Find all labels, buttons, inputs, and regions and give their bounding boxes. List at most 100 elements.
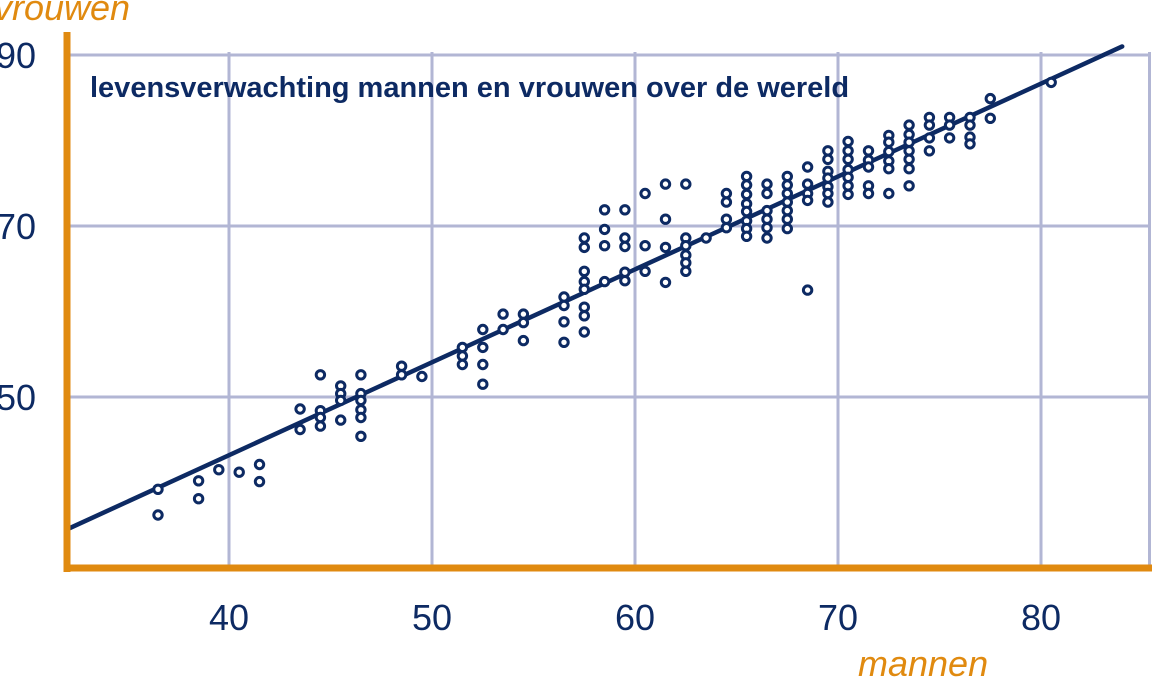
data-point-139	[923, 145, 936, 157]
data-point-45	[578, 265, 590, 277]
data-point-138	[923, 132, 936, 144]
data-point-9	[294, 423, 306, 436]
data-point-16	[335, 394, 347, 407]
data-point-59	[619, 275, 631, 287]
x-tick-label-70: 70	[818, 597, 858, 638]
data-point-97	[781, 213, 793, 225]
data-point-52	[598, 223, 611, 236]
data-point-82	[740, 205, 753, 218]
y-tick-label-90: 90	[0, 35, 36, 76]
data-point-67	[680, 178, 692, 190]
x-tick-labels: 40 50 60 70 80	[209, 597, 1061, 638]
data-point-43	[578, 232, 590, 244]
x-tick-label-60: 60	[615, 597, 655, 638]
data-point-128	[883, 187, 895, 200]
data-point-1	[152, 509, 164, 521]
data-point-10	[314, 369, 327, 381]
data-point-137	[923, 119, 936, 131]
data-point-135	[903, 180, 915, 192]
x-axis-title: mannen	[858, 643, 988, 679]
y-tick-label-70: 70	[0, 206, 36, 247]
data-point-32	[477, 358, 489, 371]
data-point-149	[1045, 76, 1057, 89]
data-point-129	[903, 119, 915, 131]
data-point-20	[355, 394, 367, 407]
data-point-22	[355, 411, 367, 424]
data-point-134	[903, 163, 915, 175]
data-point-117	[842, 188, 854, 201]
y-tick-label-50: 50	[0, 377, 36, 418]
data-point-124	[883, 136, 895, 148]
data-point-148	[984, 112, 996, 125]
data-point-62	[639, 265, 651, 277]
data-point-122	[862, 187, 875, 200]
data-point-23	[355, 430, 367, 442]
data-point-141	[943, 119, 956, 131]
data-point-17	[335, 414, 347, 426]
data-point-4	[213, 464, 225, 476]
data-point-85	[740, 230, 753, 243]
data-point-90	[761, 222, 773, 234]
data-point-98	[781, 222, 793, 235]
data-point-35	[497, 323, 509, 336]
data-point-111	[842, 135, 854, 148]
grid-lines	[67, 52, 1151, 568]
data-point-100	[801, 178, 814, 190]
data-point-8	[294, 403, 306, 415]
data-point-5	[233, 466, 245, 478]
data-point-66	[659, 276, 672, 289]
x-tick-label-50: 50	[412, 597, 452, 638]
data-point-7	[253, 475, 266, 488]
data-point-54	[598, 275, 611, 288]
data-point-31	[477, 341, 489, 354]
data-point-69	[680, 240, 692, 252]
data-point-127	[883, 163, 895, 175]
data-point-29	[456, 358, 469, 371]
data-point-3	[192, 493, 205, 505]
data-point-38	[517, 334, 530, 347]
data-point-99	[801, 161, 814, 173]
data-point-63	[659, 178, 672, 190]
data-points	[152, 76, 1057, 521]
data-point-102	[801, 194, 814, 207]
y-tick-labels: 50 70 90	[0, 35, 36, 418]
data-point-80	[740, 188, 753, 201]
data-point-42	[558, 336, 570, 348]
data-point-87	[761, 187, 773, 200]
y-axis-title: vrouwen	[0, 0, 130, 28]
data-point-72	[680, 265, 692, 277]
data-point-33	[477, 378, 489, 390]
data-point-13	[314, 420, 327, 432]
axes	[63, 32, 1152, 572]
data-point-44	[578, 241, 590, 254]
data-point-51	[598, 204, 611, 216]
data-point-125	[883, 145, 895, 158]
data-point-113	[842, 153, 854, 166]
data-point-103	[801, 284, 814, 296]
data-point-60	[639, 187, 651, 200]
data-point-34	[497, 308, 509, 320]
data-point-64	[659, 213, 672, 225]
data-point-86	[761, 178, 773, 190]
trendline	[64, 44, 1125, 532]
data-point-50	[578, 326, 590, 338]
data-point-65	[659, 241, 672, 254]
data-point-25	[395, 369, 408, 381]
data-point-57	[619, 240, 631, 253]
x-tick-label-80: 80	[1021, 597, 1061, 638]
data-point-47	[578, 283, 590, 295]
data-point-73	[700, 232, 712, 244]
data-point-77	[720, 222, 733, 234]
data-point-120	[862, 161, 875, 173]
data-point-40	[558, 299, 570, 312]
x-tick-label-40: 40	[209, 597, 249, 638]
data-point-30	[477, 323, 489, 336]
data-point-18	[355, 369, 367, 381]
data-point-118	[862, 145, 875, 157]
data-point-146	[964, 138, 976, 150]
data-point-2	[192, 475, 205, 487]
data-point-144	[964, 119, 976, 131]
data-point-133	[903, 153, 915, 166]
data-point-55	[619, 204, 631, 216]
trendline-group	[64, 44, 1125, 532]
